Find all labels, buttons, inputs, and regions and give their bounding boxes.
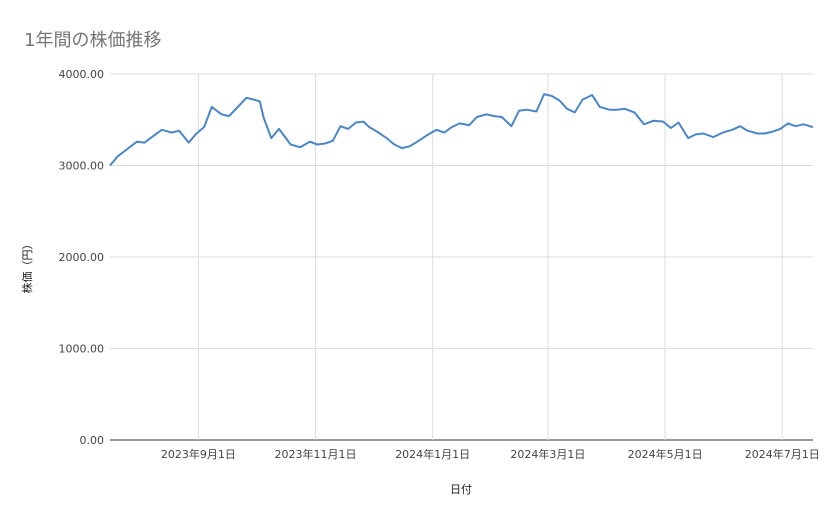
data-series — [109, 93, 814, 167]
x-tick-label: 2024年3月1日 — [510, 447, 585, 461]
y-tick-label: 4000.00 — [59, 68, 105, 81]
y-tick-label: 0.00 — [80, 434, 105, 447]
x-axis-label: 日付 — [450, 483, 472, 496]
x-tick-labels: 2023年9月1日 2023年11月1日 2024年1月1日 2024年3月1日 202… — [161, 447, 820, 461]
y-tick-labels: 0.00 1000.00 2000.00 3000.00 4000.00 — [59, 68, 105, 447]
x-tick-label: 2023年9月1日 — [161, 447, 236, 461]
price-line — [109, 93, 814, 167]
x-tick-label: 2023年11月1日 — [275, 447, 357, 461]
gridlines — [110, 73, 813, 441]
x-tick-label: 2024年7月1日 — [745, 447, 820, 461]
y-tick-label: 3000.00 — [59, 160, 105, 173]
y-tick-label: 2000.00 — [59, 251, 105, 264]
x-tick-label: 2024年5月1日 — [628, 447, 703, 461]
x-tick-label: 2024年1月1日 — [395, 447, 470, 461]
chart-title: 1年間の株価推移 — [24, 30, 162, 51]
y-tick-label: 1000.00 — [59, 343, 105, 356]
